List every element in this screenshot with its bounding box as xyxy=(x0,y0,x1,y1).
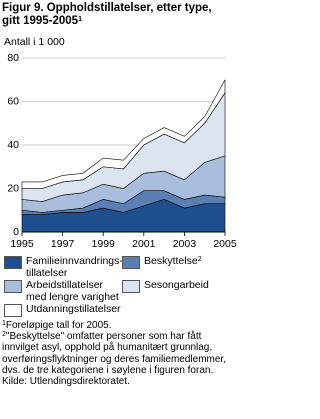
legend-item: Sesongarbeid xyxy=(122,279,209,293)
legend-swatch xyxy=(122,280,140,293)
title-note: 1 xyxy=(78,16,82,23)
x-tick-label: 1999 xyxy=(92,238,116,250)
x-tick-label: 2005 xyxy=(213,238,237,250)
footnote: 2"Beskyttelse" omfatter personer som har… xyxy=(2,331,234,376)
legend-item: Utdanningstillatelser xyxy=(4,303,121,317)
legend-label: Utdanningstillatelser xyxy=(26,303,121,315)
legend-swatch xyxy=(4,256,22,269)
legend-text: Familieinnvandrings- tillatelser xyxy=(26,255,123,279)
y-tick-label: 0 xyxy=(13,226,19,238)
legend-item: Arbeidstillatelser med lengre varighet xyxy=(4,279,119,303)
y-tick-label: 60 xyxy=(7,95,19,107)
legend-text: Beskyttelse2 xyxy=(144,255,202,269)
footnote-text: Foreløpige tall for 2005. xyxy=(5,320,112,331)
legend-swatch xyxy=(4,304,22,317)
x-tick-label: 2003 xyxy=(173,238,197,250)
legend-label: Arbeidstillatelser med lengre varighet xyxy=(26,279,119,303)
footnote-marker: 2 xyxy=(2,331,6,339)
legend-item: Beskyttelse2 xyxy=(122,255,202,269)
x-tick-label: 2001 xyxy=(132,238,156,250)
legend-label: Beskyttelse xyxy=(144,255,198,267)
y-tick-label: 40 xyxy=(7,139,19,151)
legend-text: Utdanningstillatelser xyxy=(26,303,121,317)
chart-title-box: Figur 9. Oppholdstillatelser, etter type… xyxy=(2,2,227,28)
legend-swatch xyxy=(4,280,22,293)
area xyxy=(21,79,226,189)
footnote: 1Foreløpige tall for 2005. xyxy=(2,320,234,331)
legend-label: Sesongarbeid xyxy=(144,279,209,291)
x-tick-label: 1997 xyxy=(51,238,75,250)
chart: Antall i 1 000 0 20 40 60 80 1995 1997 1999 2001… xyxy=(4,36,237,250)
chart-title: Figur 9. Oppholdstillatelser, etter type… xyxy=(2,2,212,27)
source: Kilde: Utlendingsdirektoratet. xyxy=(2,376,130,388)
legend-label: Familieinnvandrings- tillatelser xyxy=(26,255,123,279)
legend-item: Familieinnvandrings- tillatelser xyxy=(4,255,123,279)
footnote-marker: 1 xyxy=(2,320,6,327)
footnotes: 1Foreløpige tall for 2005. 2"Beskyttelse"… xyxy=(2,320,234,387)
legend-text: Arbeidstillatelser med lengre varighet xyxy=(26,279,119,303)
page: Figur 9. Oppholdstillatelser, etter type… xyxy=(2,2,237,388)
legend-text: Sesongarbeid xyxy=(144,279,209,293)
legend-swatch xyxy=(122,256,140,269)
y-tick-label: 80 xyxy=(7,52,19,64)
footnote-text: "Beskyttelse" omfatter personer som har … xyxy=(2,331,226,376)
legend-note: 2 xyxy=(197,256,202,263)
x-tick-label: 1995 xyxy=(10,238,34,250)
y-axis-label: Antall i 1 000 xyxy=(4,36,65,48)
y-tick-label: 20 xyxy=(7,182,19,194)
